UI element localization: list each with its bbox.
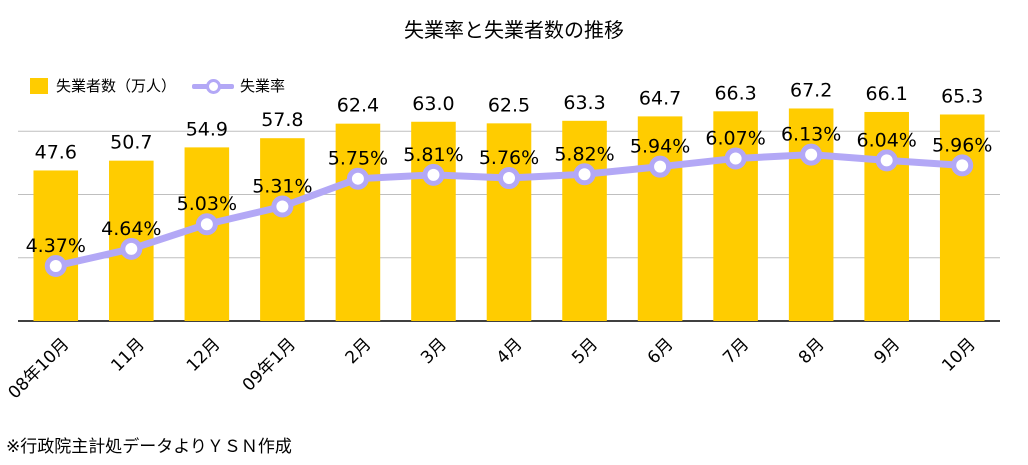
rate-point	[724, 147, 747, 170]
rate-point	[498, 167, 520, 190]
rate-value-label: 5.94%	[630, 136, 690, 158]
x-tick-label: 9月	[870, 334, 904, 368]
bar	[260, 138, 305, 321]
rate-value-label: 6.04%	[857, 129, 917, 151]
bar	[637, 116, 683, 321]
x-tick-label: 5月	[568, 334, 602, 368]
x-tick-label: 12月	[183, 334, 224, 375]
rate-value-label: 4.64%	[101, 218, 161, 240]
rate-value-label: 5.31%	[252, 176, 312, 198]
rate-point	[875, 149, 898, 172]
bar-value-label: 63.0	[412, 93, 454, 115]
bar	[335, 123, 381, 321]
rate-point	[422, 163, 445, 186]
x-tick-label: 8月	[795, 334, 829, 368]
x-tick-label: 09年1月	[239, 334, 300, 395]
x-tick-label: 6月	[644, 334, 678, 368]
legend-bar-swatch	[30, 78, 48, 94]
rate-point	[271, 195, 294, 218]
x-tick-label: 3月	[417, 334, 451, 368]
bar	[713, 111, 758, 321]
bar	[562, 120, 607, 321]
bar-value-label: 57.8	[261, 109, 303, 131]
rate-value-label: 5.75%	[328, 148, 388, 170]
rate-value-label: 6.13%	[781, 124, 841, 146]
x-tick-label: 08年10月	[5, 334, 74, 403]
bar	[486, 123, 532, 321]
x-tick-label: 2月	[342, 334, 376, 368]
bar	[939, 114, 985, 322]
rate-point	[573, 163, 596, 186]
bar-value-label: 63.3	[563, 92, 605, 114]
rate-point	[800, 143, 823, 166]
rate-value-label: 5.76%	[479, 147, 539, 169]
legend-bar-label: 失業者数（万人）	[56, 77, 177, 95]
legend-line-label: 失業率	[240, 77, 286, 95]
rate-value-label: 5.96%	[932, 134, 992, 156]
rate-value-label: 5.81%	[403, 144, 463, 166]
bar-value-label: 62.5	[488, 94, 530, 116]
rate-point	[195, 213, 218, 236]
bar	[33, 170, 79, 321]
rate-point	[649, 155, 672, 178]
bar-value-label: 47.6	[35, 141, 77, 163]
source-note: ※行政院主計処データよりＹＳＮ作成	[6, 437, 292, 457]
bar	[864, 111, 909, 322]
bar	[411, 121, 456, 321]
bar-value-label: 67.2	[790, 79, 832, 101]
rate-value-label: 6.07%	[705, 127, 765, 149]
bar-value-label: 62.4	[337, 95, 379, 117]
rate-value-label: 5.03%	[177, 193, 237, 215]
rate-point	[120, 237, 143, 260]
bar-value-label: 66.1	[866, 83, 908, 105]
rate-point	[44, 254, 67, 277]
rate-point	[951, 154, 974, 177]
bar-value-label: 66.3	[714, 82, 756, 104]
x-tick-label: 10月	[938, 334, 979, 375]
chart-title: 失業率と失業者数の推移	[404, 18, 624, 42]
legend: 失業者数（万人） 失業率	[30, 76, 301, 96]
rate-point	[346, 167, 369, 190]
x-tick-label: 7月	[719, 334, 753, 368]
bar-value-label: 64.7	[639, 87, 681, 109]
legend-line-swatch	[192, 76, 235, 96]
rate-value-label: 5.82%	[554, 143, 614, 165]
bar-value-label: 54.9	[186, 118, 228, 140]
bar-value-label: 50.7	[110, 132, 152, 154]
bar-value-label: 65.3	[941, 85, 983, 107]
x-tick-label: 4月	[493, 334, 527, 368]
rate-value-label: 4.37%	[26, 235, 86, 257]
x-tick-label: 11月	[107, 334, 148, 375]
